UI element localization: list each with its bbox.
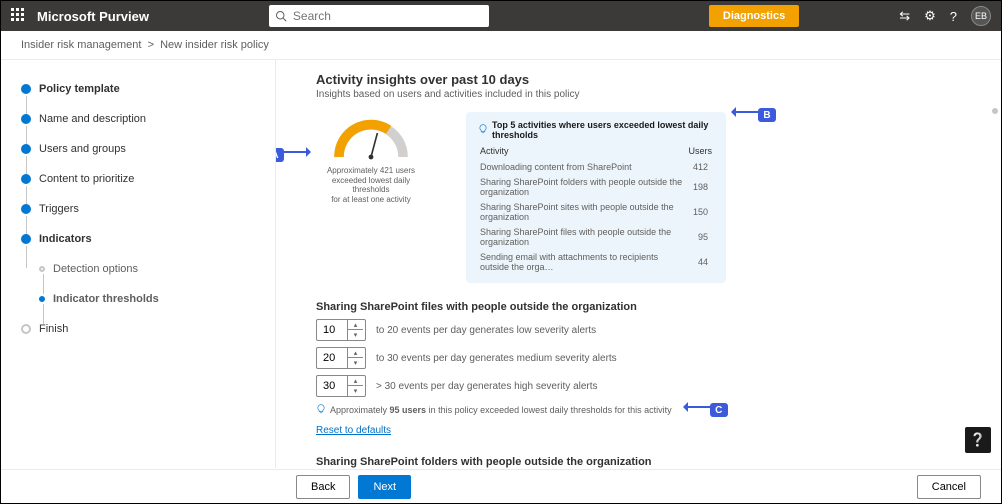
threshold-row: ▴▾ to 30 events per day generates medium … bbox=[316, 347, 971, 369]
callout-b: B bbox=[758, 108, 776, 122]
settings-icon[interactable]: ⚙ bbox=[924, 8, 936, 24]
search-icon bbox=[275, 10, 287, 22]
lightbulb-icon bbox=[478, 124, 488, 136]
gauge-text-2: exceeded lowest daily thresholds bbox=[316, 176, 426, 195]
col-users: Users bbox=[688, 146, 712, 158]
threshold-input[interactable]: ▴▾ bbox=[316, 347, 366, 369]
step-item[interactable]: Users and groups bbox=[21, 134, 255, 164]
help-icon[interactable]: ? bbox=[950, 9, 957, 24]
threshold-section: Sharing SharePoint folders with people o… bbox=[316, 456, 971, 468]
section-hint: Approximately 95 users in this policy ex… bbox=[316, 403, 971, 417]
threshold-input[interactable]: ▴▾ bbox=[316, 375, 366, 397]
step-up-icon[interactable]: ▴ bbox=[348, 348, 363, 358]
users-cell: 44 bbox=[688, 250, 712, 273]
share-icon[interactable]: ⇆ bbox=[899, 8, 910, 24]
step-label: Users and groups bbox=[39, 143, 126, 155]
step-label: Triggers bbox=[39, 203, 79, 215]
app-title: Microsoft Purview bbox=[37, 9, 149, 24]
main-content: Activity insights over past 10 days Insi… bbox=[276, 60, 1001, 468]
threshold-text: to 30 events per day generates medium se… bbox=[376, 353, 617, 364]
callout-a: A bbox=[276, 148, 284, 162]
step-item[interactable]: Detection options bbox=[21, 254, 255, 284]
wizard-stepper: Policy template Name and description Users… bbox=[1, 60, 276, 468]
gauge-text-1: Approximately 421 users bbox=[316, 166, 426, 176]
top5-title: Top 5 activities where users exceeded lo… bbox=[492, 120, 714, 140]
threshold-value[interactable] bbox=[317, 352, 347, 364]
step-item[interactable]: Indicator thresholds bbox=[21, 284, 255, 314]
step-label: Detection options bbox=[53, 263, 138, 275]
reset-link[interactable]: Reset to defaults bbox=[316, 425, 391, 436]
step-item[interactable]: Finish bbox=[21, 314, 255, 344]
threshold-value[interactable] bbox=[317, 380, 347, 392]
lightbulb-icon bbox=[316, 404, 326, 417]
search-input[interactable] bbox=[293, 9, 483, 23]
callout-c: C bbox=[710, 403, 728, 417]
insights-subtitle: Insights based on users and activities i… bbox=[316, 89, 971, 100]
breadcrumb: Insider risk management > New insider ri… bbox=[1, 31, 1001, 60]
step-up-icon[interactable]: ▴ bbox=[348, 376, 363, 386]
threshold-text: > 30 events per day generates high sever… bbox=[376, 381, 598, 392]
step-up-icon[interactable]: ▴ bbox=[348, 320, 363, 330]
top5-row: Sharing SharePoint files with people out… bbox=[480, 225, 712, 248]
insights-title: Activity insights over past 10 days bbox=[316, 72, 971, 87]
top5-row: Sending email with attachments to recipi… bbox=[480, 250, 712, 273]
wizard-footer: Back Next Cancel bbox=[1, 469, 1001, 503]
avatar[interactable]: EB bbox=[971, 6, 991, 26]
activity-cell: Sharing SharePoint folders with people o… bbox=[480, 175, 686, 198]
step-label: Content to prioritize bbox=[39, 173, 134, 185]
step-item[interactable]: Content to prioritize bbox=[21, 164, 255, 194]
section-title: Sharing SharePoint files with people out… bbox=[316, 301, 971, 313]
step-label: Indicator thresholds bbox=[53, 293, 159, 305]
step-item[interactable]: Triggers bbox=[21, 194, 255, 224]
activity-cell: Sending email with attachments to recipi… bbox=[480, 250, 686, 273]
search-box[interactable] bbox=[269, 5, 489, 27]
section-title: Sharing SharePoint folders with people o… bbox=[316, 456, 971, 468]
top5-row: Downloading content from SharePoint412 bbox=[480, 160, 712, 173]
activity-cell: Sharing SharePoint files with people out… bbox=[480, 225, 686, 248]
step-item[interactable]: Indicators bbox=[21, 224, 255, 254]
top5-panel: B Top 5 activities where users exceeded … bbox=[466, 112, 726, 283]
threshold-section: Sharing SharePoint files with people out… bbox=[316, 301, 971, 446]
step-item[interactable]: Policy template bbox=[21, 74, 255, 104]
diagnostics-button[interactable]: Diagnostics bbox=[709, 5, 799, 27]
step-label: Indicators bbox=[39, 233, 92, 245]
step-item[interactable]: Name and description bbox=[21, 104, 255, 134]
back-button[interactable]: Back bbox=[296, 475, 350, 499]
threshold-row: ▴▾ to 20 events per day generates low sev… bbox=[316, 319, 971, 341]
top5-row: Sharing SharePoint sites with people out… bbox=[480, 200, 712, 223]
top-bar: Microsoft Purview Diagnostics ⇆ ⚙ ? EB bbox=[1, 1, 1001, 31]
threshold-text: to 20 events per day generates low sever… bbox=[376, 325, 596, 336]
app-launcher-icon[interactable] bbox=[11, 8, 27, 24]
users-cell: 95 bbox=[688, 225, 712, 248]
threshold-row: ▴▾ > 30 events per day generates high sev… bbox=[316, 375, 971, 397]
threshold-value[interactable] bbox=[317, 324, 347, 336]
breadcrumb-current: New insider risk policy bbox=[160, 39, 269, 51]
scrollbar-thumb[interactable] bbox=[992, 108, 998, 114]
cancel-button[interactable]: Cancel bbox=[917, 475, 981, 499]
step-down-icon[interactable]: ▾ bbox=[348, 358, 363, 368]
header-actions: ⇆ ⚙ ? EB bbox=[899, 6, 991, 26]
breadcrumb-root[interactable]: Insider risk management bbox=[21, 39, 141, 51]
gauge-text-3: for at least one activity bbox=[316, 195, 426, 205]
step-down-icon[interactable]: ▾ bbox=[348, 330, 363, 340]
gauge-chart: Approximately 421 users exceeded lowest … bbox=[316, 112, 426, 283]
next-button[interactable]: Next bbox=[358, 475, 411, 499]
help-fab[interactable]: ❔ bbox=[965, 427, 991, 453]
step-label: Name and description bbox=[39, 113, 146, 125]
users-cell: 150 bbox=[688, 200, 712, 223]
users-cell: 412 bbox=[688, 160, 712, 173]
step-label: Policy template bbox=[39, 83, 120, 95]
activity-cell: Downloading content from SharePoint bbox=[480, 160, 686, 173]
col-activity: Activity bbox=[480, 146, 686, 158]
threshold-input[interactable]: ▴▾ bbox=[316, 319, 366, 341]
activity-cell: Sharing SharePoint sites with people out… bbox=[480, 200, 686, 223]
step-label: Finish bbox=[39, 323, 68, 335]
top5-row: Sharing SharePoint folders with people o… bbox=[480, 175, 712, 198]
users-cell: 198 bbox=[688, 175, 712, 198]
step-down-icon[interactable]: ▾ bbox=[348, 386, 363, 396]
